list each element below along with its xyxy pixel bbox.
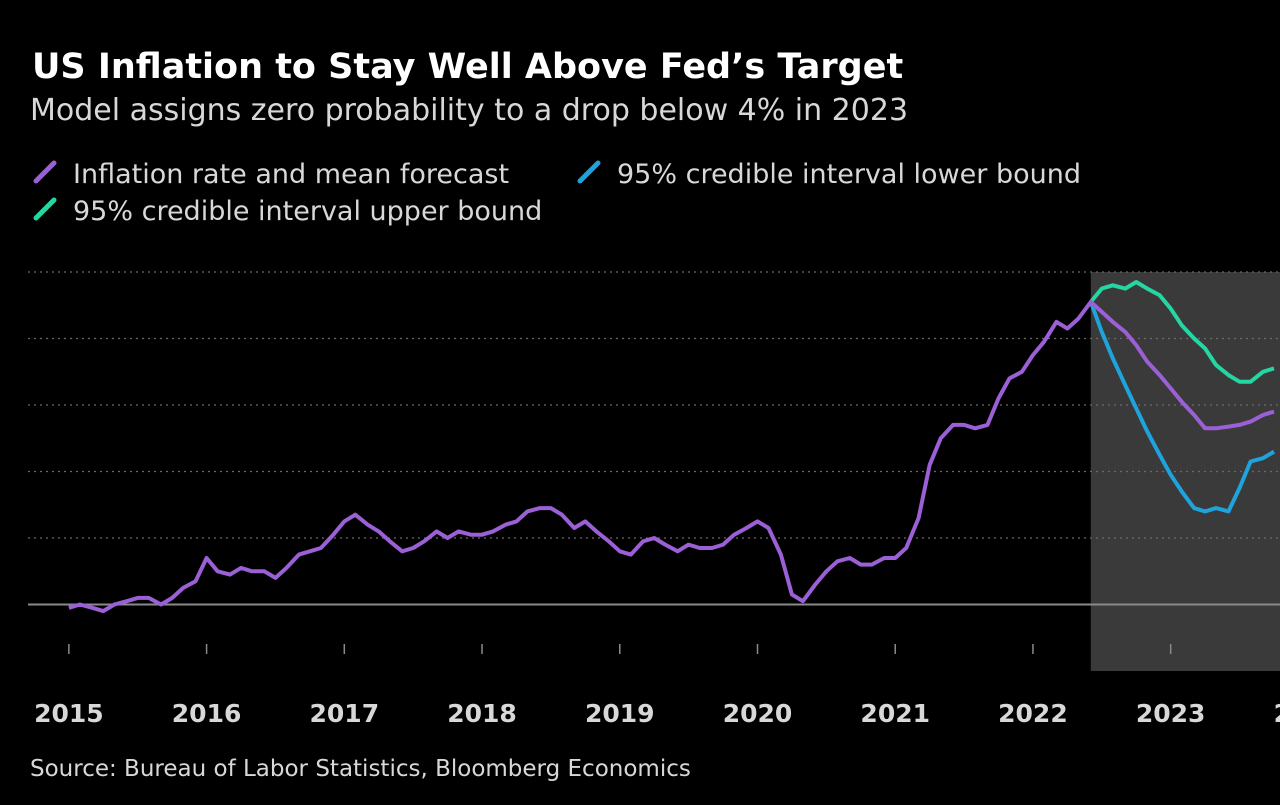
legend-label: Inflation rate and mean forecast bbox=[73, 159, 509, 190]
legend-swatch bbox=[577, 160, 601, 184]
legend: Inflation rate and mean forecast 95% cred… bbox=[33, 159, 1081, 227]
legend-swatch bbox=[33, 197, 57, 221]
x-tick-label: 2019 bbox=[585, 699, 655, 728]
x-tick-label: 2018 bbox=[447, 699, 517, 728]
legend-label: 95% credible interval lower bound bbox=[617, 159, 1081, 190]
x-tick-label: 2021 bbox=[860, 699, 930, 728]
series-line bbox=[1088, 301, 1276, 514]
x-tick-label: 2022 bbox=[998, 699, 1068, 728]
source-note: Source: Bureau of Labor Statistics, Bloo… bbox=[30, 756, 691, 782]
x-tick-label: 2024 bbox=[1274, 699, 1280, 728]
legend-label: 95% credible interval upper bound bbox=[73, 196, 542, 227]
x-tick-label: 2023 bbox=[1136, 699, 1206, 728]
x-tick-label: 2020 bbox=[723, 699, 793, 728]
series-line bbox=[1089, 280, 1275, 384]
chart-subtitle: Model assigns zero probability to a drop… bbox=[30, 93, 908, 128]
x-tick-label: 2016 bbox=[172, 699, 242, 728]
x-tick-label: 2015 bbox=[34, 699, 104, 728]
legend-swatch bbox=[33, 160, 57, 184]
series-line bbox=[68, 299, 1275, 614]
x-tick-label: 2017 bbox=[310, 699, 380, 728]
plot-area: 2015 2016 2017 2018 2019 2020 2021 2022 2023 2024 bbox=[28, 271, 1280, 728]
chart-title: US Inflation to Stay Well Above Fed’s Ta… bbox=[32, 47, 903, 87]
